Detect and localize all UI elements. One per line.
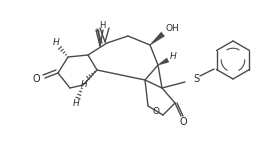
Polygon shape	[150, 32, 165, 45]
Text: H: H	[99, 20, 105, 30]
Text: S: S	[193, 74, 199, 84]
Text: H: H	[170, 52, 176, 60]
Text: H: H	[73, 100, 79, 108]
Text: O: O	[179, 117, 187, 127]
Text: H: H	[81, 80, 87, 88]
Text: O: O	[153, 106, 159, 115]
Text: O: O	[32, 74, 40, 84]
Polygon shape	[158, 58, 169, 65]
Text: H: H	[53, 37, 59, 46]
Text: OH: OH	[165, 23, 179, 33]
